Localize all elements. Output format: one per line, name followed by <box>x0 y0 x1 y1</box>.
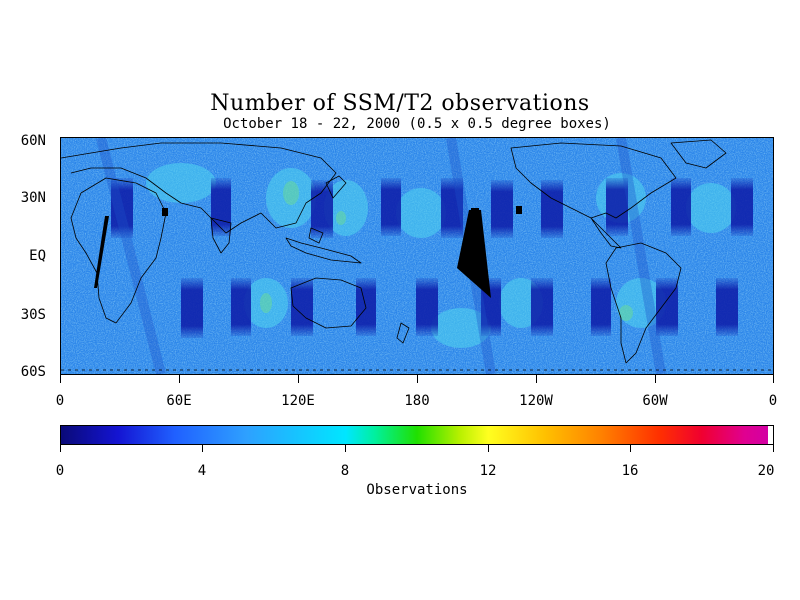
y-axis-label-eq: EQ <box>29 248 46 264</box>
map-subtitle: October 18 - 22, 2000 (0.5 x 0.5 degree … <box>223 116 611 132</box>
colorbar-over-range <box>768 426 773 444</box>
high-count-patches <box>146 163 736 348</box>
cbar-tick-4 <box>202 445 203 452</box>
x-axis-label-0: 0 <box>55 393 65 409</box>
y-axis-label-30s: 30S <box>20 307 46 323</box>
x-axis-label-120w: 120W <box>519 393 553 409</box>
y-axis-label-60s: 60S <box>20 364 46 380</box>
x-axis-label-60w: 60W <box>642 393 668 409</box>
colorbar-label-4: 4 <box>197 463 207 479</box>
colorbar <box>60 425 774 445</box>
x-axis-label-180: 180 <box>404 393 430 409</box>
cbar-tick-20 <box>773 445 774 452</box>
colorbar-label-20: 20 <box>757 463 775 479</box>
colorbar-label-0: 0 <box>55 463 65 479</box>
x-tick-120e <box>298 375 299 383</box>
colorbar-label-8: 8 <box>340 463 350 479</box>
colorbar-label-12: 12 <box>479 463 497 479</box>
x-tick-120w <box>536 375 537 383</box>
y-axis-label-60n: 60N <box>20 133 46 149</box>
x-tick-180 <box>417 375 418 383</box>
x-tick-0 <box>60 375 61 383</box>
coastlines <box>61 139 773 371</box>
colorbar-label-16: 16 <box>621 463 639 479</box>
map-title: Number of SSM/T2 observations <box>210 91 590 116</box>
green-patches <box>260 181 633 321</box>
cbar-tick-12 <box>488 445 489 452</box>
missing-data <box>94 206 522 298</box>
x-axis-label-120e: 120E <box>281 393 315 409</box>
y-axis-label-30n: 30N <box>20 190 46 206</box>
colorbar-title: Observations <box>366 482 468 498</box>
cbar-tick-0 <box>60 445 61 452</box>
x-axis-label-60e: 60E <box>166 393 192 409</box>
x-tick-60e <box>179 375 180 383</box>
cbar-tick-8 <box>345 445 346 452</box>
x-tick-0-end <box>773 375 774 383</box>
cbar-tick-16 <box>630 445 631 452</box>
x-axis-label-0-end: 0 <box>768 393 778 409</box>
observation-map <box>60 137 774 375</box>
x-tick-60w <box>655 375 656 383</box>
